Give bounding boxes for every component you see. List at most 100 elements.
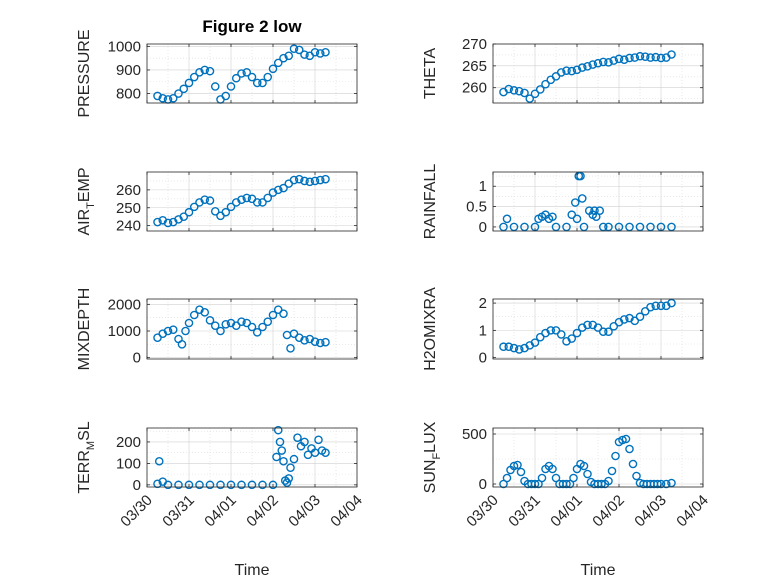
data-point bbox=[593, 58, 603, 68]
data-point bbox=[184, 480, 194, 490]
data-point bbox=[284, 474, 294, 483]
data-point bbox=[294, 174, 304, 184]
data-point bbox=[509, 343, 519, 353]
axes-box bbox=[146, 298, 358, 360]
data-point bbox=[632, 471, 641, 481]
data-point bbox=[231, 73, 241, 83]
data-point bbox=[551, 326, 561, 335]
x-tick-label: 04/03 bbox=[285, 492, 324, 531]
data-point bbox=[609, 321, 619, 331]
y-label-rest: SL bbox=[76, 421, 93, 441]
y-tick-label: 2000 bbox=[108, 296, 141, 313]
y-label-main: TERR bbox=[76, 450, 93, 494]
y-tick-label: 100 bbox=[116, 455, 141, 472]
y-tick-label: 0 bbox=[133, 477, 141, 494]
data-point bbox=[604, 327, 613, 337]
data-point bbox=[667, 50, 676, 59]
y-tick-label: 260 bbox=[462, 80, 487, 97]
data-point bbox=[272, 452, 281, 462]
data-point bbox=[562, 222, 571, 232]
y-axis-label: MIXDEPTH bbox=[76, 288, 93, 371]
data-point bbox=[548, 464, 557, 474]
data-point bbox=[300, 336, 309, 345]
y-tick-label: 0 bbox=[479, 219, 487, 236]
data-point bbox=[237, 480, 246, 490]
data-point bbox=[263, 72, 273, 82]
data-point bbox=[541, 79, 550, 89]
data-point bbox=[520, 222, 529, 232]
data-point bbox=[646, 302, 655, 312]
data-point bbox=[163, 326, 173, 336]
data-point bbox=[226, 82, 236, 91]
x-tick-label: 04/04 bbox=[327, 492, 366, 531]
data-point bbox=[567, 66, 577, 76]
data-point bbox=[321, 174, 330, 184]
x-tick-label: 04/04 bbox=[673, 492, 712, 531]
data-point bbox=[520, 88, 529, 98]
data-point bbox=[231, 321, 241, 330]
data-point bbox=[619, 55, 629, 65]
data-point bbox=[289, 44, 299, 54]
y-tick-label: 0.5 bbox=[466, 199, 487, 216]
axes-box bbox=[146, 43, 358, 104]
data-point bbox=[237, 317, 246, 326]
y-axis-label: PRESSURE bbox=[76, 29, 93, 117]
y-label-sub: F bbox=[431, 453, 443, 460]
data-point bbox=[591, 212, 601, 222]
data-point bbox=[530, 338, 540, 347]
data-point bbox=[294, 45, 304, 55]
data-point bbox=[514, 86, 524, 96]
data-point bbox=[579, 461, 589, 471]
data-point bbox=[513, 460, 522, 470]
data-point bbox=[597, 479, 606, 489]
data-point bbox=[567, 210, 577, 220]
data-point bbox=[163, 480, 173, 490]
data-point bbox=[277, 446, 287, 455]
data-point bbox=[226, 202, 236, 212]
data-point bbox=[562, 479, 571, 489]
data-point bbox=[656, 301, 666, 311]
series-h2omixra bbox=[499, 298, 676, 354]
y-axis-label: TERRMSL bbox=[76, 421, 97, 493]
data-point bbox=[572, 65, 582, 75]
data-point bbox=[300, 176, 309, 186]
data-point bbox=[284, 51, 294, 61]
data-point bbox=[609, 56, 619, 65]
data-point bbox=[656, 53, 666, 63]
data-point bbox=[562, 66, 571, 75]
data-point bbox=[263, 317, 273, 326]
series-rainfall bbox=[499, 171, 676, 232]
data-point bbox=[252, 328, 262, 337]
data-point bbox=[258, 480, 267, 490]
data-point bbox=[158, 93, 168, 103]
data-point bbox=[247, 322, 257, 332]
data-point bbox=[289, 454, 299, 464]
data-point bbox=[293, 433, 302, 442]
data-point bbox=[499, 222, 508, 232]
data-point bbox=[321, 47, 330, 57]
series-mixdepth bbox=[153, 305, 330, 353]
data-point bbox=[205, 196, 215, 205]
data-point bbox=[625, 222, 634, 232]
data-point bbox=[314, 435, 323, 445]
y-label-main: AIR bbox=[76, 209, 93, 236]
data-point bbox=[300, 50, 309, 59]
data-point bbox=[646, 53, 655, 62]
data-point bbox=[530, 89, 540, 99]
data-point bbox=[210, 82, 220, 91]
x-tick-label: 04/03 bbox=[631, 492, 670, 531]
data-point bbox=[258, 198, 267, 207]
data-point bbox=[154, 456, 164, 466]
data-point bbox=[153, 333, 162, 342]
data-point bbox=[174, 480, 183, 490]
data-point bbox=[279, 456, 288, 466]
data-point bbox=[279, 53, 288, 63]
data-point bbox=[200, 65, 210, 75]
x-tick-label: 04/01 bbox=[547, 492, 586, 531]
grid-rainfall bbox=[493, 172, 703, 231]
data-point bbox=[282, 478, 292, 488]
data-point bbox=[205, 316, 215, 325]
series-sun_flux bbox=[499, 434, 676, 489]
chart-title: Figure 2 low bbox=[202, 17, 302, 36]
